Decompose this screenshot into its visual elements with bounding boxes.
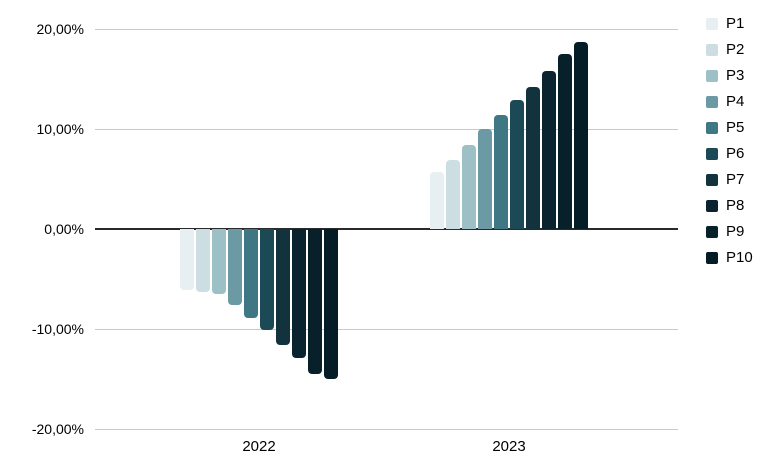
legend-swatch-icon bbox=[706, 174, 718, 186]
bar-2022-P1 bbox=[180, 229, 194, 290]
legend-swatch-icon bbox=[706, 70, 718, 82]
legend-item-P2: P2 bbox=[706, 42, 753, 58]
legend-item-P9: P9 bbox=[706, 224, 753, 240]
legend-item-P7: P7 bbox=[706, 172, 753, 188]
x-axis-label-2023: 2023 bbox=[492, 438, 526, 455]
legend-swatch-icon bbox=[706, 96, 718, 108]
bar-2023-P1 bbox=[430, 172, 444, 229]
bar-2022-P4 bbox=[228, 229, 242, 305]
legend-label: P1 bbox=[726, 15, 745, 32]
bar-2022-P7 bbox=[276, 229, 290, 345]
bar-2023-P2 bbox=[446, 160, 460, 229]
y-axis-tick-label: 10,00% bbox=[36, 121, 84, 137]
bar-2022-P8 bbox=[292, 229, 306, 358]
bar-2023-P6 bbox=[510, 100, 524, 229]
gridline bbox=[95, 329, 678, 330]
bar-2022-P3 bbox=[212, 229, 226, 294]
legend-item-P10: P10 bbox=[706, 250, 753, 266]
legend-swatch-icon bbox=[706, 44, 718, 56]
bar-2023-P5 bbox=[494, 115, 508, 229]
legend-label: P2 bbox=[726, 41, 745, 58]
legend-label: P9 bbox=[726, 223, 745, 240]
x-axis-label-2022: 2022 bbox=[242, 438, 276, 455]
legend-swatch-icon bbox=[706, 226, 718, 238]
legend-item-P4: P4 bbox=[706, 94, 753, 110]
y-axis-tick-label: 0,00% bbox=[44, 221, 84, 237]
bar-2023-P9 bbox=[558, 54, 572, 229]
gridline bbox=[95, 429, 678, 430]
bar-2023-P10 bbox=[574, 42, 588, 229]
zero-axis-line bbox=[95, 228, 678, 230]
legend-label: P5 bbox=[726, 119, 745, 136]
legend-swatch-icon bbox=[706, 122, 718, 134]
legend-label: P6 bbox=[726, 145, 745, 162]
legend-swatch-icon bbox=[706, 148, 718, 160]
legend-item-P5: P5 bbox=[706, 120, 753, 136]
bar-2022-P5 bbox=[244, 229, 258, 318]
bar-2022-P6 bbox=[260, 229, 274, 330]
bar-2023-P3 bbox=[462, 145, 476, 229]
gridline bbox=[95, 129, 678, 130]
legend-swatch-icon bbox=[706, 18, 718, 30]
legend-label: P7 bbox=[726, 171, 745, 188]
gridline bbox=[95, 29, 678, 30]
y-axis-tick-label: -10,00% bbox=[31, 321, 84, 337]
legend-item-P3: P3 bbox=[706, 68, 753, 84]
legend-label: P3 bbox=[726, 67, 745, 84]
y-axis-tick-label: 20,00% bbox=[36, 21, 84, 37]
legend-item-P6: P6 bbox=[706, 146, 753, 162]
y-axis-tick-label: -20,00% bbox=[31, 421, 84, 437]
bar-2023-P8 bbox=[542, 71, 556, 229]
legend-label: P8 bbox=[726, 197, 745, 214]
bar-2023-P7 bbox=[526, 87, 540, 229]
legend-label: P4 bbox=[726, 93, 745, 110]
legend-swatch-icon bbox=[706, 200, 718, 212]
legend: P1 P2 P3 P4 P5 P6 P7 P8 P9 P10 bbox=[706, 16, 753, 266]
bar-2023-P4 bbox=[478, 129, 492, 229]
bar-2022-P10 bbox=[324, 229, 338, 379]
legend-label: P10 bbox=[726, 249, 753, 266]
legend-swatch-icon bbox=[706, 252, 718, 264]
legend-item-P8: P8 bbox=[706, 198, 753, 214]
bar-2022-P2 bbox=[196, 229, 210, 292]
bar-2022-P9 bbox=[308, 229, 322, 374]
legend-item-P1: P1 bbox=[706, 16, 753, 32]
